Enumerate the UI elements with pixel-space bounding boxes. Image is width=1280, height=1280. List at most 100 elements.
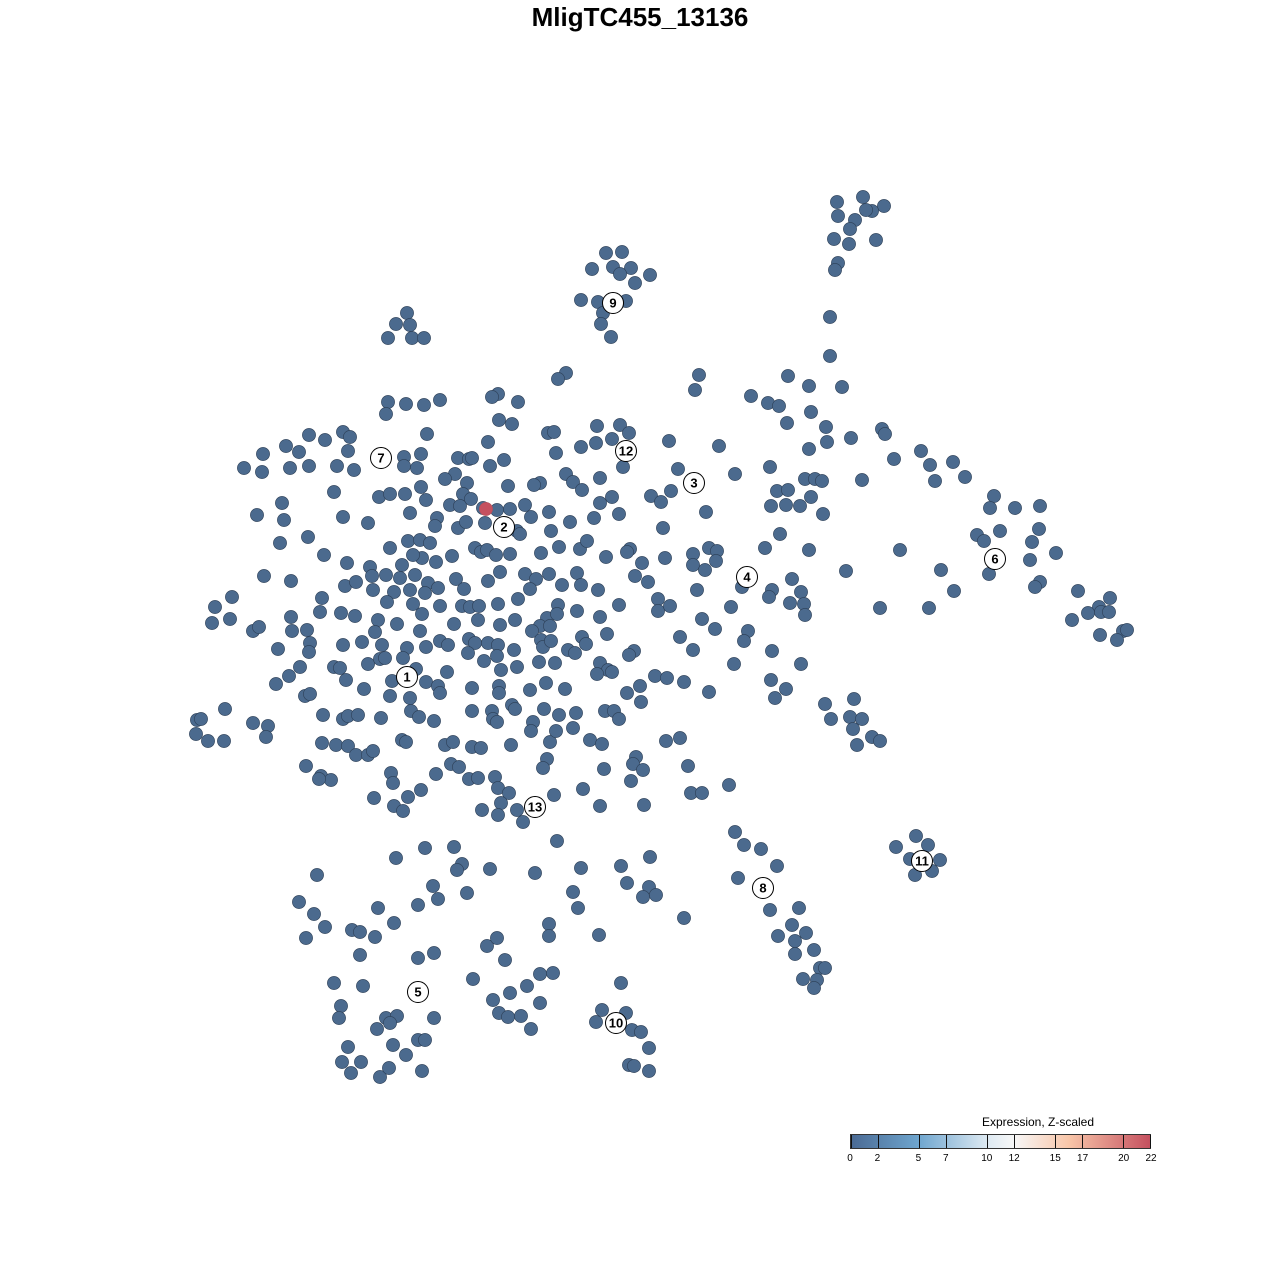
data-point [628, 276, 642, 290]
data-point [820, 435, 834, 449]
cluster-label: 11 [911, 850, 933, 872]
data-point [378, 651, 392, 665]
data-point [492, 686, 506, 700]
data-point [427, 946, 441, 960]
data-point [403, 691, 417, 705]
data-point [664, 484, 678, 498]
data-point [737, 634, 751, 648]
data-point [282, 669, 296, 683]
data-point [347, 463, 361, 477]
data-point [379, 407, 393, 421]
data-point [695, 612, 709, 626]
data-point [502, 786, 516, 800]
data-point [544, 524, 558, 538]
chart-title: MligTC455_13136 [531, 2, 749, 32]
data-point [823, 310, 837, 324]
data-point [490, 931, 504, 945]
data-point [543, 735, 557, 749]
data-point [412, 710, 426, 724]
data-point [923, 458, 937, 472]
colorbar-tick-label: 2 [874, 1153, 881, 1164]
data-point [794, 657, 808, 671]
data-point [724, 600, 738, 614]
data-point [431, 581, 445, 595]
colorbar-tick [1082, 1135, 1084, 1148]
data-point [301, 530, 315, 544]
data-point [688, 383, 702, 397]
data-point [423, 536, 437, 550]
cluster-label-circle [407, 981, 429, 1003]
data-point [375, 638, 389, 652]
data-point [686, 643, 700, 657]
data-point [283, 461, 297, 475]
data-point [921, 838, 935, 852]
data-point [649, 888, 663, 902]
data-point [284, 574, 298, 588]
data-point [595, 737, 609, 751]
data-point [788, 934, 802, 948]
data-point [336, 638, 350, 652]
data-point [830, 195, 844, 209]
data-point [798, 608, 812, 622]
data-point [651, 604, 665, 618]
data-point [386, 776, 400, 790]
data-point [300, 623, 314, 637]
colorbar-tick [1054, 1135, 1056, 1148]
data-point [604, 330, 618, 344]
data-point [379, 568, 393, 582]
data-point [613, 267, 627, 281]
data-point [447, 840, 461, 854]
cluster-label-text: 2 [500, 520, 507, 535]
data-point [387, 916, 401, 930]
colorbar-tick [918, 1135, 920, 1148]
data-point [993, 524, 1007, 538]
data-point [472, 599, 486, 613]
data-point [398, 487, 412, 501]
data-point [773, 527, 787, 541]
colorbar-tick-label: 5 [915, 1153, 922, 1164]
data-point [744, 389, 758, 403]
data-point [471, 613, 485, 627]
data-point [528, 866, 542, 880]
data-point [794, 585, 808, 599]
data-point [627, 1059, 641, 1073]
cluster-label-text: 4 [743, 570, 751, 585]
data-point [417, 331, 431, 345]
data-point [550, 607, 564, 621]
cluster-label: 3 [683, 472, 705, 494]
data-point [318, 433, 332, 447]
data-point [418, 841, 432, 855]
data-point [542, 929, 556, 943]
data-point [671, 462, 685, 476]
data-point [616, 460, 630, 474]
data-point [335, 1055, 349, 1069]
data-point [758, 541, 772, 555]
data-point [651, 592, 665, 606]
data-point [824, 712, 838, 726]
data-point [349, 748, 363, 762]
data-point [273, 536, 287, 550]
data-point [374, 711, 388, 725]
data-point [580, 534, 594, 548]
data-point [728, 467, 742, 481]
legend-title: Expression, Z-scaled [981, 1115, 1095, 1129]
colorbar-tick-label: 22 [1145, 1153, 1157, 1164]
data-point [574, 861, 588, 875]
data-point [371, 613, 385, 627]
data-point [508, 613, 522, 627]
data-point [1023, 553, 1037, 567]
data-point [383, 1016, 397, 1030]
data-point [764, 673, 778, 687]
data-point [722, 778, 736, 792]
data-point [459, 515, 473, 529]
data-point [491, 597, 505, 611]
data-point [591, 583, 605, 597]
data-point [1120, 623, 1134, 637]
data-point [524, 724, 538, 738]
data-point [779, 498, 793, 512]
data-point [465, 704, 479, 718]
data-point [501, 1010, 515, 1024]
data-point [855, 473, 869, 487]
data-point [396, 651, 410, 665]
data-point [636, 890, 650, 904]
